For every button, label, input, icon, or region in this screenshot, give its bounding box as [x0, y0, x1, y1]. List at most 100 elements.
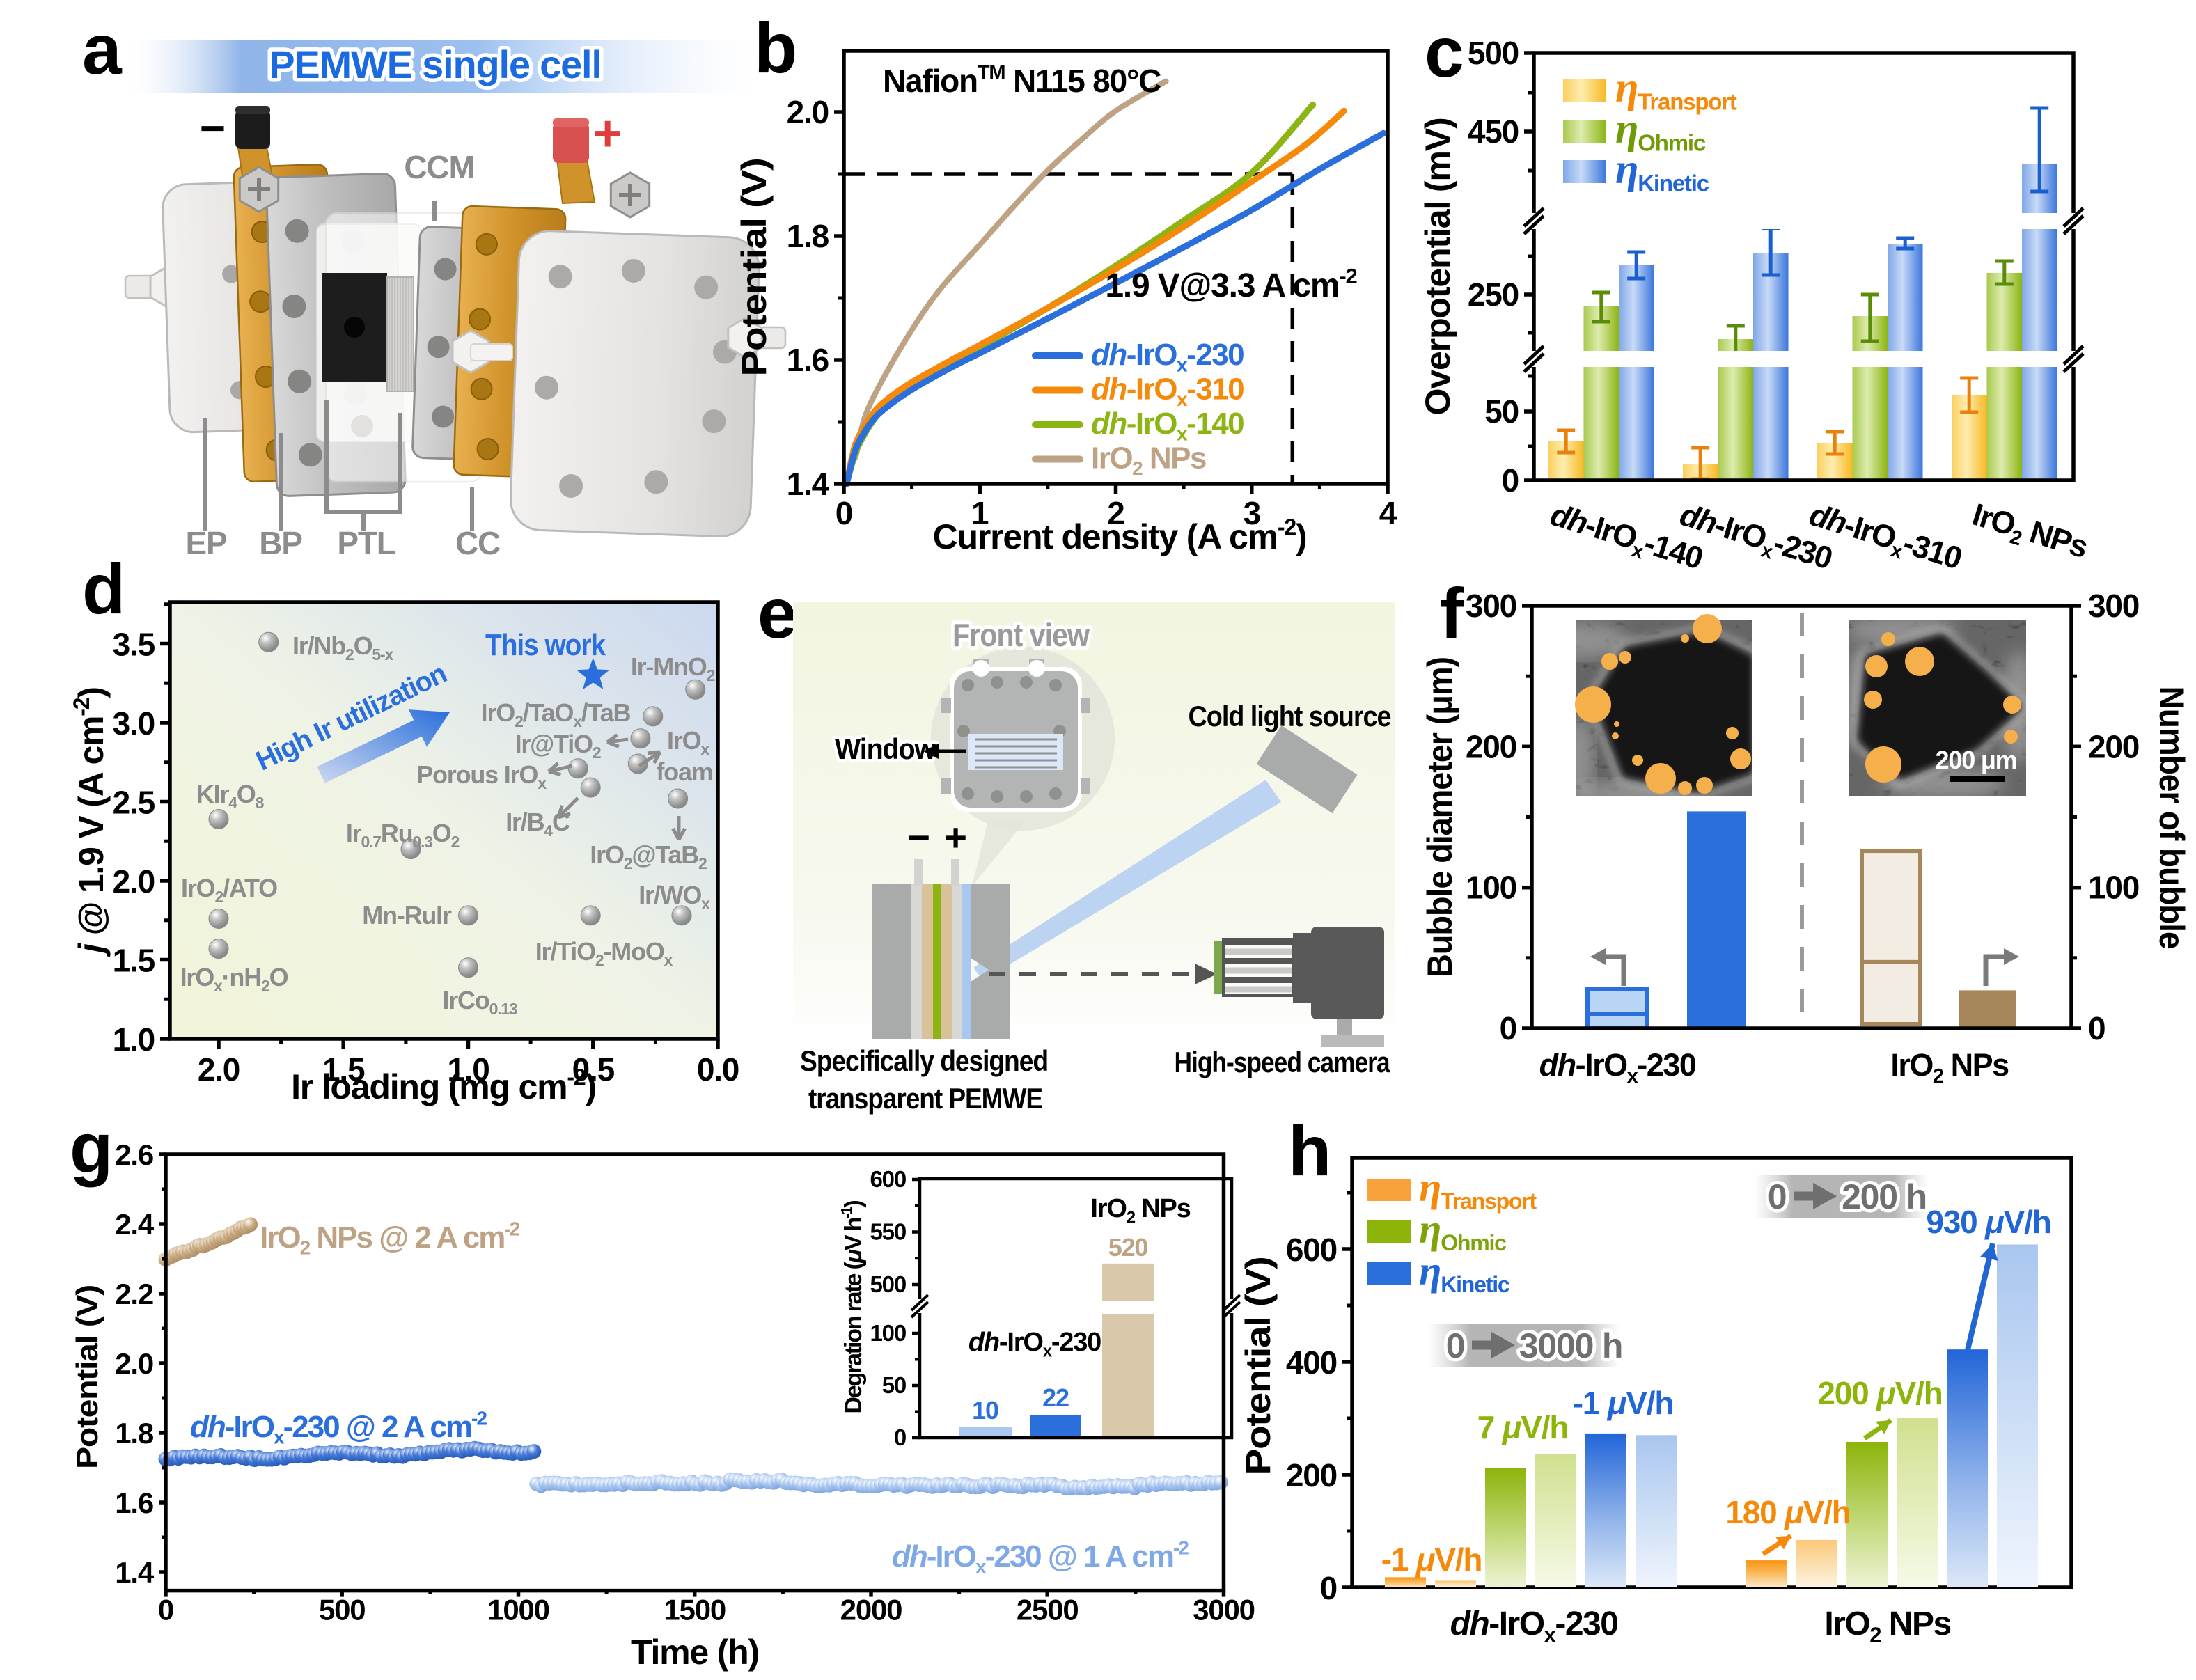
svg-text:500: 500	[870, 1271, 906, 1297]
svg-text:Front view: Front view	[952, 617, 1090, 653]
svg-text:1.8: 1.8	[787, 218, 829, 254]
svg-text:Ir0.7Ru0.3O2: Ir0.7Ru0.3O2	[346, 819, 460, 851]
svg-text:2500: 2500	[1017, 1594, 1079, 1626]
svg-text:400: 400	[1286, 1344, 1337, 1381]
svg-text:50: 50	[1484, 393, 1519, 430]
svg-text:Ir/WOx: Ir/WOx	[638, 881, 710, 913]
svg-text:c: c	[1425, 13, 1464, 92]
svg-text:foam: foam	[656, 757, 712, 786]
svg-text:e: e	[758, 574, 797, 653]
svg-text:High-speed camera: High-speed camera	[1175, 1046, 1391, 1078]
svg-text:Number of bubble: Number of bubble	[2152, 686, 2191, 949]
svg-text:KIr4O8: KIr4O8	[196, 780, 265, 812]
svg-text:22: 22	[1042, 1383, 1069, 1412]
svg-text:CCM: CCM	[404, 149, 474, 185]
svg-text:ηTransport: ηTransport	[1419, 1164, 1537, 1214]
svg-text:ηOhmic: ηOhmic	[1419, 1206, 1506, 1255]
svg-text:Ir/Nb2O5-x: Ir/Nb2O5-x	[292, 631, 393, 664]
svg-text:dh-IrOx-310: dh-IrOx-310	[1091, 372, 1244, 411]
svg-text:Potential (V): Potential (V)	[735, 159, 774, 377]
svg-text:180 μV/h: 180 μV/h	[1725, 1494, 1850, 1530]
svg-text:1.0: 1.0	[113, 1021, 155, 1058]
svg-text:450: 450	[1468, 113, 1519, 150]
svg-text:2.5: 2.5	[113, 785, 155, 821]
svg-text:ηKinetic: ηKinetic	[1419, 1248, 1509, 1297]
svg-text:50: 50	[882, 1372, 906, 1398]
svg-text:Mn-RuIr: Mn-RuIr	[362, 901, 452, 929]
svg-text:300: 300	[2088, 588, 2139, 624]
svg-text:IrO2 NPs: IrO2 NPs	[1090, 1194, 1190, 1227]
svg-text:3.5: 3.5	[113, 627, 155, 663]
svg-text:-1 μV/h: -1 μV/h	[1381, 1541, 1482, 1578]
svg-text:IrO2 NPs: IrO2 NPs	[1091, 441, 1206, 480]
svg-text:NafionTM N115 80°C: NafionTM N115 80°C	[883, 62, 1161, 99]
svg-text:550: 550	[870, 1219, 906, 1245]
svg-text:2: 2	[1107, 495, 1124, 531]
svg-text:2.0: 2.0	[115, 1347, 153, 1380]
svg-text:3: 3	[1244, 495, 1260, 531]
svg-text:Ir-MnO2: Ir-MnO2	[631, 652, 715, 684]
svg-text:2.4: 2.4	[115, 1208, 155, 1241]
svg-text:600: 600	[1286, 1232, 1337, 1268]
svg-text:+: +	[944, 815, 966, 859]
svg-text:g: g	[70, 1108, 112, 1188]
svg-text:Ir/TiO2-MoOx: Ir/TiO2-MoOx	[535, 937, 673, 969]
svg-text:520: 520	[1108, 1233, 1148, 1262]
svg-text:f: f	[1440, 574, 1464, 653]
svg-text:100: 100	[870, 1320, 906, 1346]
svg-text:200 μV/h: 200 μV/h	[1817, 1375, 1942, 1411]
svg-text:1.4: 1.4	[787, 466, 830, 502]
svg-text:IrO2 NPs @ 2 A cm-2: IrO2 NPs @ 2 A cm-2	[260, 1218, 520, 1258]
svg-text:3.0: 3.0	[113, 705, 155, 741]
svg-text:Cold light source: Cold light source	[1189, 700, 1391, 732]
svg-text:0: 0	[894, 1424, 906, 1450]
svg-text:Ir/B4C: Ir/B4C	[505, 808, 570, 840]
svg-text:IrCo0.13: IrCo0.13	[442, 986, 517, 1018]
svg-text:2.2: 2.2	[115, 1278, 153, 1310]
svg-text:500: 500	[319, 1594, 365, 1626]
svg-text:EP: EP	[186, 525, 227, 561]
svg-text:1: 1	[971, 495, 989, 531]
svg-text:1.9 V@3.3 A cm-2: 1.9 V@3.3 A cm-2	[1105, 264, 1356, 304]
svg-text:1.5: 1.5	[322, 1051, 365, 1088]
svg-text:dh-IrOx-230 @ 2 A cm-2: dh-IrOx-230 @ 2 A cm-2	[190, 1407, 487, 1447]
svg-text:7 μV/h: 7 μV/h	[1477, 1409, 1568, 1445]
svg-text:2.0: 2.0	[198, 1051, 240, 1088]
svg-text:dh-IrOx-230: dh-IrOx-230	[1450, 1606, 1618, 1647]
svg-text:200: 200	[1286, 1457, 1337, 1493]
svg-text:1.6: 1.6	[787, 342, 829, 378]
svg-text:100: 100	[2088, 870, 2139, 906]
svg-text:IrO2/TaOx/TaB: IrO2/TaOx/TaB	[481, 698, 631, 730]
svg-text:transparent PEMWE: transparent PEMWE	[808, 1082, 1042, 1115]
svg-text:4: 4	[1379, 495, 1397, 531]
svg-text:d: d	[82, 549, 125, 629]
svg-text:dh-IrOx-230 @ 1 A cm-2: dh-IrOx-230 @ 1 A cm-2	[892, 1537, 1189, 1577]
svg-text:100: 100	[1466, 870, 1516, 906]
svg-text:3000 h: 3000 h	[1519, 1326, 1622, 1365]
svg-text:ηOhmic: ηOhmic	[1615, 106, 1706, 155]
svg-text:200: 200	[2088, 728, 2139, 764]
svg-text:b: b	[754, 8, 797, 88]
svg-text:−: −	[200, 103, 225, 153]
svg-text:1.6: 1.6	[115, 1486, 153, 1519]
svg-text:3000: 3000	[1193, 1594, 1255, 1626]
svg-text:Overpotential (mV): Overpotential (mV)	[1418, 118, 1457, 416]
svg-text:a: a	[82, 10, 123, 89]
svg-text:-1 μV/h: -1 μV/h	[1573, 1385, 1674, 1421]
svg-text:Bubble diameter (μm): Bubble diameter (μm)	[1420, 657, 1459, 978]
svg-text:IrO2 NPs: IrO2 NPs	[1967, 496, 2092, 570]
svg-text:IrO2 NPs: IrO2 NPs	[1824, 1606, 1950, 1647]
svg-text:1500: 1500	[664, 1594, 726, 1626]
svg-text:250: 250	[1468, 276, 1519, 313]
svg-text:0.0: 0.0	[697, 1051, 739, 1088]
svg-text:Current density (A cm-2): Current density (A cm-2)	[933, 515, 1307, 556]
svg-text:−: −	[907, 815, 930, 859]
svg-text:0: 0	[1500, 1010, 1516, 1046]
svg-text:ηTransport: ηTransport	[1615, 65, 1737, 114]
svg-text:0: 0	[1446, 1326, 1465, 1365]
svg-text:dh-IrOx-230: dh-IrOx-230	[1091, 338, 1244, 376]
svg-text:+: +	[593, 106, 622, 162]
svg-text:Potential (V): Potential (V)	[1239, 1257, 1278, 1475]
svg-text:This work: This work	[485, 628, 606, 662]
svg-text:1000: 1000	[487, 1594, 549, 1626]
